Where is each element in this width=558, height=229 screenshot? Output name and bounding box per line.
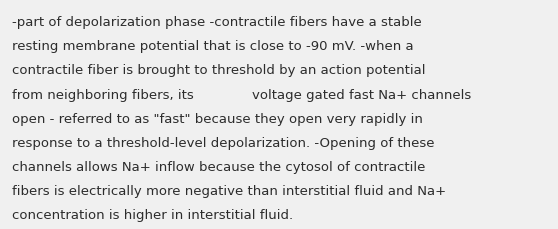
Text: -part of depolarization phase -contractile fibers have a stable: -part of depolarization phase -contracti… <box>12 16 422 29</box>
Text: response to a threshold-level depolarization. -Opening of these: response to a threshold-level depolariza… <box>12 136 435 149</box>
Text: resting membrane potential that is close to -90 mV. -when a: resting membrane potential that is close… <box>12 40 414 53</box>
Text: fibers is electrically more negative than interstitial fluid and Na+: fibers is electrically more negative tha… <box>12 184 446 197</box>
Text: channels allows Na+ inflow because the cytosol of contractile: channels allows Na+ inflow because the c… <box>12 160 426 173</box>
Text: from neighboring fibers, its: from neighboring fibers, its <box>12 88 198 101</box>
Text: open - referred to as "fast" because they open very rapidly in: open - referred to as "fast" because the… <box>12 112 423 125</box>
Text: contractile fiber is brought to threshold by an action potential: contractile fiber is brought to threshol… <box>12 64 426 77</box>
Text: voltage gated fast Na+ channels: voltage gated fast Na+ channels <box>252 88 472 101</box>
Text: concentration is higher in interstitial fluid.: concentration is higher in interstitial … <box>12 208 294 221</box>
